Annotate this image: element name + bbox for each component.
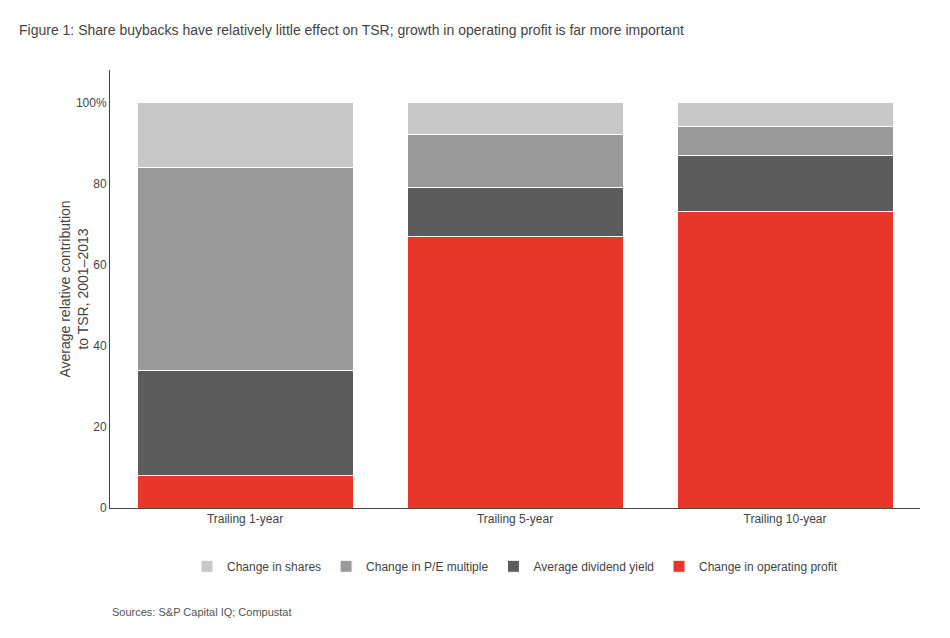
svg-text:0: 0 bbox=[100, 501, 107, 515]
svg-text:Figure 1: Share buybacks have: Figure 1: Share buybacks have relatively… bbox=[19, 22, 684, 38]
svg-text:100%: 100% bbox=[76, 96, 107, 110]
svg-text:20: 20 bbox=[93, 420, 107, 434]
svg-text:Change in shares: Change in shares bbox=[227, 560, 321, 574]
svg-text:Sources: S&P Capital IQ; Compu: Sources: S&P Capital IQ; Compustat bbox=[112, 606, 292, 618]
svg-text:60: 60 bbox=[93, 258, 107, 272]
svg-text:Trailing 1-year: Trailing 1-year bbox=[207, 512, 283, 526]
svg-text:Average dividend yield: Average dividend yield bbox=[533, 560, 654, 574]
svg-text:Average relative contributiont: Average relative contributionto TSR, 200… bbox=[57, 200, 91, 377]
svg-text:Trailing 10-year: Trailing 10-year bbox=[744, 512, 827, 526]
svg-text:Trailing 5-year: Trailing 5-year bbox=[477, 512, 553, 526]
svg-text:40: 40 bbox=[93, 339, 107, 353]
svg-text:Change in P/E multiple: Change in P/E multiple bbox=[366, 560, 488, 574]
svg-text:Change in operating profit: Change in operating profit bbox=[699, 560, 838, 574]
svg-text:80: 80 bbox=[93, 177, 107, 191]
